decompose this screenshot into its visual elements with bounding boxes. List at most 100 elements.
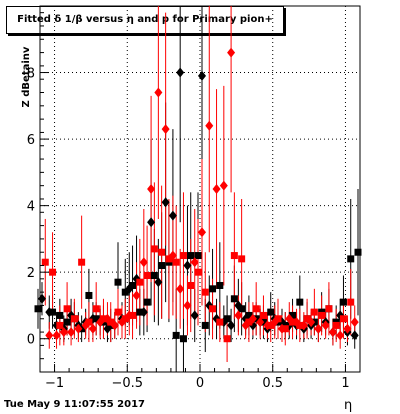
data-point-square [310,308,318,316]
data-point-square [216,318,224,326]
data-point-square [85,318,93,326]
x-tick-label: −1 [45,376,64,391]
data-point-diamond [161,124,170,135]
data-point-diamond [336,330,345,341]
data-point-diamond [270,317,279,328]
data-point-square [332,321,340,329]
y-tick-label: 6 [27,133,35,148]
data-point-diamond [198,227,206,238]
data-point-square [325,305,333,313]
data-point-square [143,272,151,280]
data-point-diamond [103,323,112,334]
data-point-square [121,315,129,323]
data-point-diamond [125,310,134,321]
data-point-diamond [350,317,359,328]
data-point-square [179,335,187,343]
timestamp-footer: Tue May 9 11:07:55 2017 [4,399,145,410]
data-point-square [347,298,355,306]
data-points [34,47,362,343]
data-point-diamond [168,250,177,261]
data-point-square [245,318,253,326]
data-point-diamond [81,320,90,331]
data-point-diamond [67,327,76,338]
data-point-square [259,311,267,319]
data-point-square [230,295,238,303]
data-point-square [56,321,64,329]
data-point-diamond [176,67,185,78]
data-point-square [41,258,49,266]
data-point-diamond [38,293,46,304]
data-point-square [63,305,71,313]
data-point-square [347,255,355,263]
data-point-diamond [139,257,148,268]
grid-lines [40,6,360,372]
data-point-square [267,308,275,316]
data-point-square [296,298,304,306]
data-point-diamond [161,197,170,208]
data-point-square [223,335,231,343]
data-point-square [121,288,129,296]
x-tick-label: 0.5 [262,376,283,391]
data-point-diamond [234,300,243,311]
data-point-diamond [190,310,199,321]
data-point-square [187,252,195,260]
data-point-diamond [307,317,316,328]
data-point-square [63,318,71,326]
data-point-square [136,278,144,286]
data-point-square [49,268,57,276]
data-point-square [172,258,180,266]
data-point-square [92,305,100,313]
data-point-square [194,268,202,276]
data-point-diamond [256,317,265,328]
data-point-square [56,311,64,319]
data-point-square [187,281,195,289]
y-tick-label: 4 [27,200,35,215]
data-point-diamond [227,320,236,331]
data-point-square [201,321,209,329]
data-point-diamond [52,330,61,341]
data-point-square [230,252,238,260]
y-tick-label: 2 [27,266,35,281]
data-point-diamond [219,180,228,191]
data-point-square [158,262,166,270]
data-point-diamond [103,313,112,324]
data-point-diamond [59,327,68,338]
data-point-diamond [183,300,192,311]
data-point-square [194,252,202,260]
data-point-square [274,315,282,323]
plot-frame [39,5,361,373]
data-point-square [34,305,42,313]
data-point-diamond [205,120,214,131]
data-point-diamond [241,320,250,331]
axis-ticks: −1 −0.5 0 0.5 1 0 2 4 6 8 [27,12,361,391]
data-point-diamond [292,317,301,328]
data-point-diamond [314,323,323,334]
data-point-diamond [183,260,192,271]
data-point-square [354,248,362,256]
data-point-diamond [147,184,156,194]
data-point-diamond [343,323,352,334]
data-point-square [245,311,253,319]
data-point-square [129,281,137,289]
data-point-diamond [278,323,286,334]
x-tick-label: 0 [196,376,204,391]
data-point-square [114,308,122,316]
data-point-square [318,311,326,319]
data-point-square [78,258,86,266]
data-point-diamond [248,313,257,324]
data-point-diamond [139,307,148,318]
x-axis-label: η [344,398,353,413]
data-point-diamond [263,320,272,331]
data-point-square [70,315,78,323]
data-point-diamond [118,317,126,328]
data-point-diamond [96,317,105,328]
data-point-square [114,278,122,286]
data-point-diamond [328,327,337,338]
data-point-square [339,315,347,323]
x-tick-label: 1 [341,376,349,391]
data-point-square [209,305,217,313]
data-point-diamond [168,210,177,221]
data-point-diamond [234,310,243,321]
data-point-diamond [110,320,119,331]
data-point-square [150,272,158,280]
